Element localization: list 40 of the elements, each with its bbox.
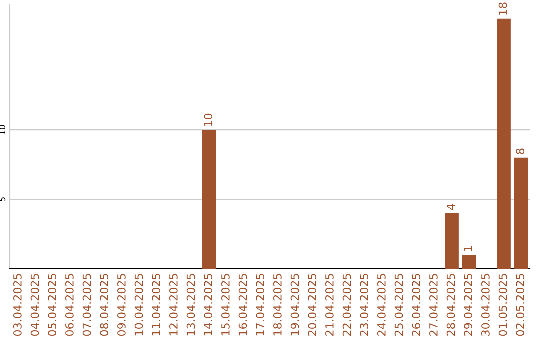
bar [497, 18, 511, 269]
x-tick-label: 11.04.2025 [152, 274, 161, 336]
x-tick-label: 23.04.2025 [360, 274, 369, 336]
x-tick-label: 24.04.2025 [377, 274, 386, 336]
x-tick-label: 22.04.2025 [342, 274, 352, 336]
x-tick-label: 07.04.2025 [82, 274, 92, 336]
x-tick-label: 01.05.2025 [498, 274, 508, 336]
bar [445, 213, 459, 269]
x-tick-label: 29.04.2025 [464, 274, 473, 336]
x-tick-label: 28.04.2025 [446, 274, 456, 336]
x-tick-label: 04.04.2025 [30, 274, 40, 336]
x-tick-label: 08.04.2025 [100, 274, 109, 336]
x-tick-label: 20.04.2025 [308, 274, 317, 336]
x-tick-label: 30.04.2025 [481, 274, 490, 336]
x-tick-label: 17.04.2025 [256, 274, 265, 336]
data-label: 4 [446, 204, 456, 210]
x-tick-label: 26.04.2025 [412, 274, 421, 336]
x-tick-label: 09.04.2025 [117, 274, 126, 336]
x-tick-label: 14.04.2025 [204, 274, 213, 336]
data-label: 10 [204, 114, 213, 126]
data-label: 1 [464, 246, 472, 252]
x-tick-label: 13.04.2025 [186, 274, 196, 336]
data-label: 8 [516, 148, 525, 154]
bar [514, 158, 528, 269]
x-tick-label: 25.04.2025 [394, 274, 404, 336]
x-tick-label: 19.04.2025 [290, 274, 300, 336]
x-tick-label: 05.04.2025 [48, 274, 57, 336]
x-tick-label: 03.04.2025 [13, 274, 22, 336]
x-tick-label: 02.05.2025 [516, 274, 525, 336]
x-tick-label: 10.04.2025 [134, 274, 144, 336]
x-tick-label: 27.04.2025 [429, 274, 438, 336]
x-tick-label: 18.04.2025 [273, 274, 282, 336]
bar [462, 255, 476, 269]
x-tick-label: 06.04.2025 [65, 274, 74, 336]
x-tick-label: 12.04.2025 [169, 274, 178, 336]
x-tick-label: 15.04.2025 [221, 274, 230, 336]
x-tick-label: 21.04.2025 [325, 274, 334, 336]
x-tick-label: 16.04.2025 [238, 274, 248, 336]
bar [202, 130, 216, 269]
data-label: 18 [498, 2, 508, 15]
